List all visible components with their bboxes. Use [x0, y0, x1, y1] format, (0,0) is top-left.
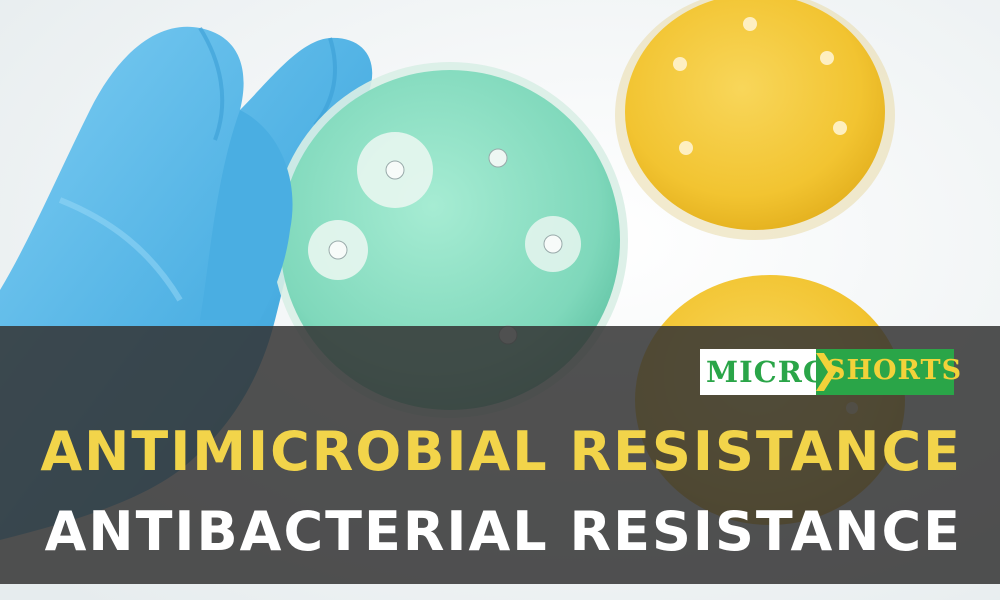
arrow-icon	[816, 349, 954, 395]
logo-micro-text: MICRO	[706, 355, 830, 389]
logo-shorts-text: SHORTS	[826, 355, 963, 386]
micro-shorts-logo: MICRO SHORTS	[700, 349, 961, 395]
headline-primary: ANTIMICROBIAL RESISTANCE	[40, 420, 962, 483]
yellow-plate-top	[615, 0, 895, 240]
headline-secondary: ANTIBACTERIAL RESISTANCE	[44, 500, 962, 563]
thumb	[200, 110, 293, 320]
